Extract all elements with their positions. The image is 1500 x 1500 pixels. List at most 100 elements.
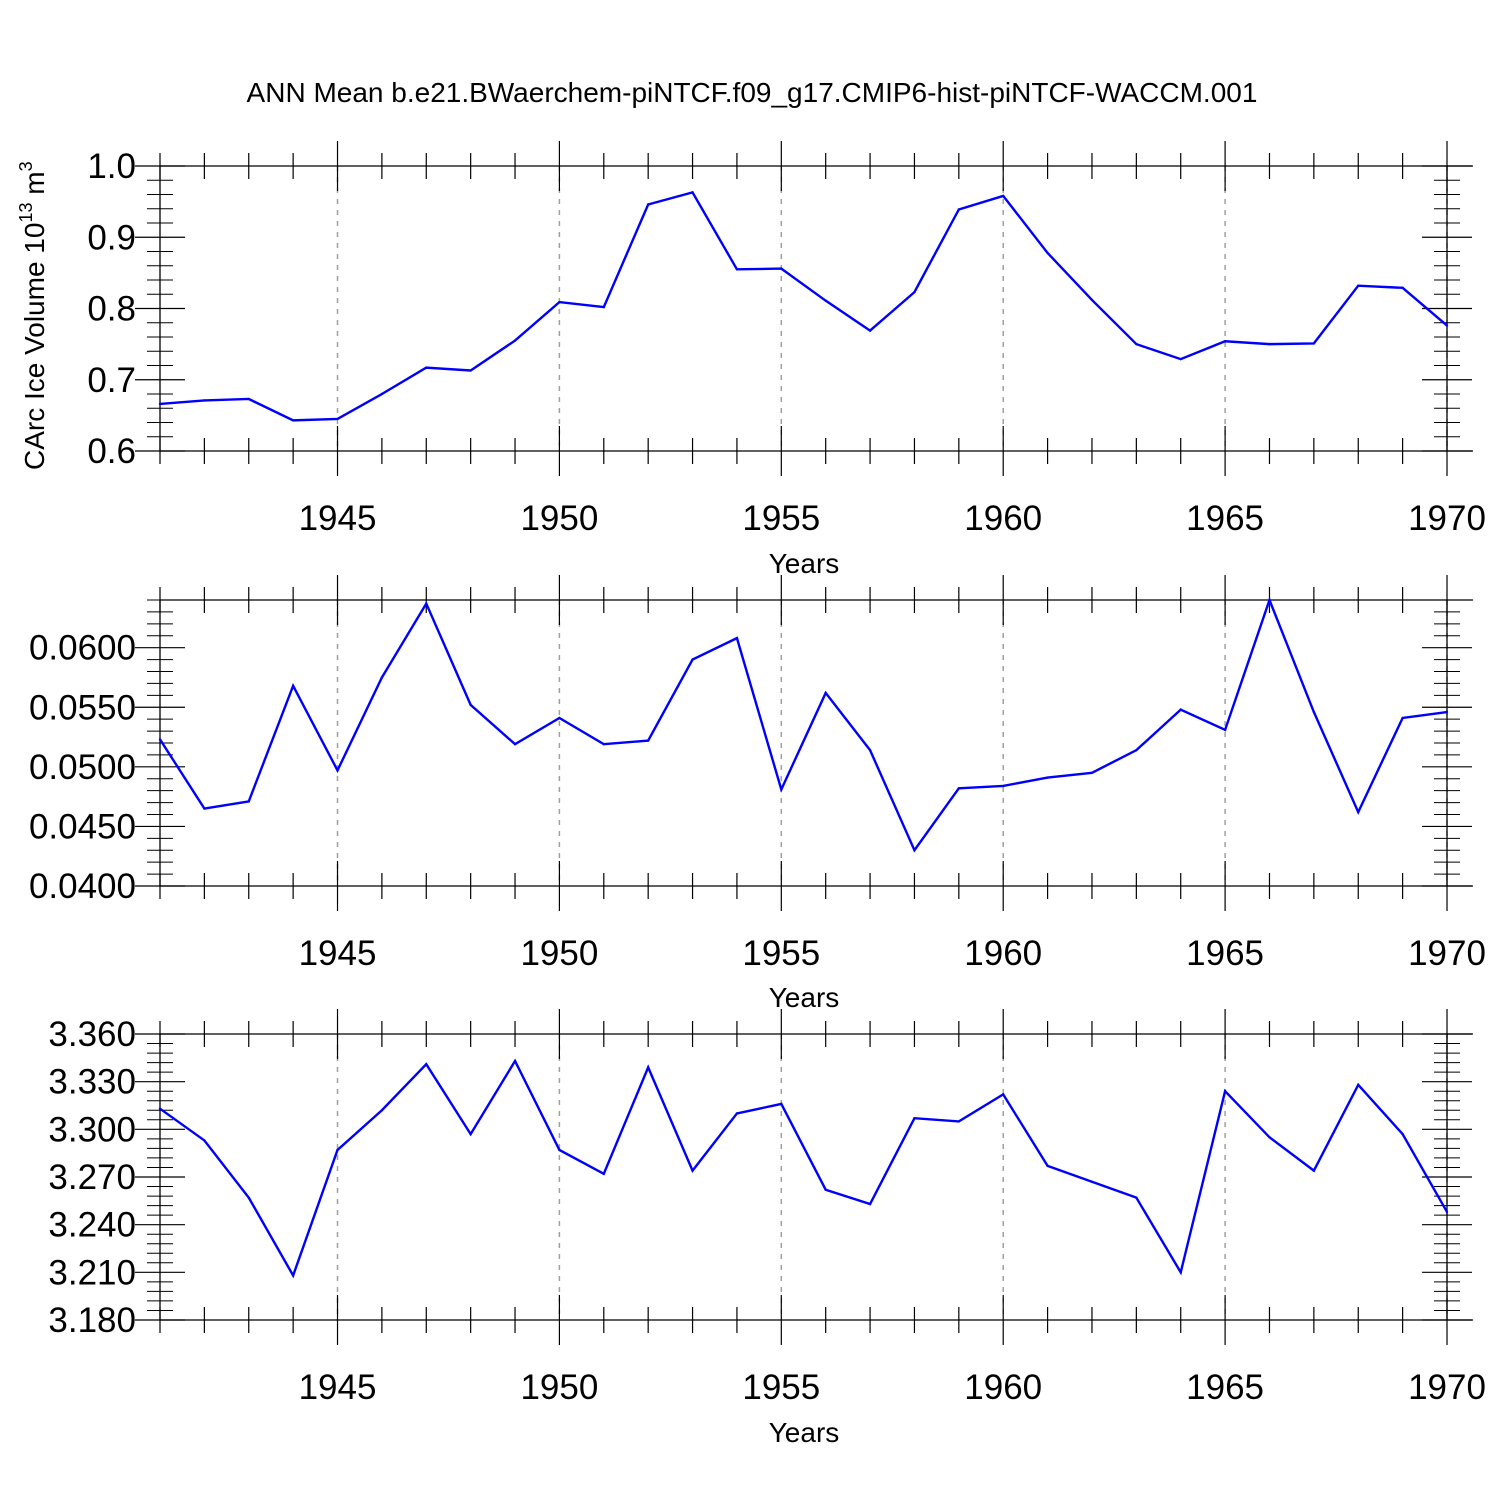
x-tick-label: 1950 (520, 1368, 598, 1407)
data-point (1223, 728, 1227, 732)
x-tick-label: 1950 (520, 934, 598, 973)
data-point (158, 738, 162, 741)
data-point (691, 658, 694, 661)
data-point (1445, 324, 1449, 327)
data-point (469, 703, 472, 707)
data-point (957, 787, 961, 790)
x-axis-label: Years (769, 548, 840, 579)
data-point (336, 1148, 339, 1152)
data-point (291, 684, 295, 687)
y-axis-label: CArc Ice Volume 1013 m3 (16, 161, 50, 470)
data-point (913, 849, 916, 852)
data-point (957, 208, 961, 211)
data-point (291, 1274, 295, 1277)
data-point (780, 267, 783, 270)
x-tick-label: 1945 (299, 499, 377, 538)
x-tick-label: 1960 (964, 499, 1042, 538)
data-point (1002, 1093, 1005, 1096)
data-point (1268, 1136, 1271, 1139)
data-point (1445, 710, 1449, 714)
x-tick-label: 1945 (299, 1368, 377, 1407)
data-point (780, 788, 783, 791)
x-tick-label: 1965 (1186, 934, 1264, 973)
data-point (158, 1107, 162, 1110)
data-point (1401, 716, 1404, 720)
y-tick-label: 0.0400 (29, 867, 136, 906)
data-point (1090, 298, 1094, 302)
y-tick-label: 3.330 (48, 1063, 136, 1102)
y-tick-label: 3.270 (48, 1158, 136, 1197)
data-point (1268, 598, 1271, 602)
data-point (380, 392, 384, 396)
x-tick-label: 1970 (1408, 934, 1486, 973)
data-point (868, 1202, 872, 1206)
x-tick-label: 1955 (742, 499, 820, 538)
data-point (868, 748, 872, 752)
x-tick-label: 1955 (742, 934, 820, 973)
data-point (780, 1102, 783, 1106)
data-point (691, 191, 694, 194)
data-point (1401, 286, 1404, 290)
panel-3: 1945 1950 1955 1960 1965 1970 Years 3.180 3.210 3… (48, 1009, 1486, 1448)
data-point (1357, 284, 1360, 287)
data-point (735, 636, 739, 640)
x-tick-label: 1965 (1186, 499, 1264, 538)
data-point (735, 1112, 739, 1115)
data-point (158, 402, 162, 406)
data-point (1135, 1196, 1138, 1199)
data-point (203, 1139, 206, 1142)
data-point (1357, 810, 1360, 814)
data-point (1445, 1210, 1449, 1214)
x-tick-label: 1945 (299, 934, 377, 973)
data-point (380, 676, 384, 679)
data-point (1179, 1271, 1182, 1274)
data-point (1090, 1180, 1094, 1183)
data-point (203, 399, 206, 402)
data-point (1090, 771, 1094, 774)
y-tick-label: 0.6 (87, 432, 136, 471)
data-point (913, 1117, 916, 1120)
data-point (1357, 1083, 1360, 1087)
data-point (1046, 251, 1049, 255)
data-point (1179, 708, 1182, 711)
data-point (558, 1148, 561, 1152)
data-point (602, 742, 605, 746)
data-point (558, 716, 561, 720)
series-line-series-3 (159, 1058, 1449, 1279)
data-point (1046, 1164, 1049, 1168)
data-point (291, 419, 295, 422)
data-point (1135, 748, 1138, 752)
data-point (336, 769, 339, 772)
data-point (735, 268, 739, 271)
y-tick-label: 0.0500 (29, 748, 136, 787)
x-tick-label: 1965 (1186, 1368, 1264, 1407)
data-point (203, 807, 206, 810)
data-point (513, 339, 517, 342)
x-tick-label: 1960 (964, 1368, 1042, 1407)
panel-1: 1945 1950 1955 1960 1965 1970 Years 0.6 0.7 0.8 0.… (16, 141, 1486, 579)
data-point (646, 203, 650, 206)
data-point (1179, 357, 1182, 361)
data-point (1268, 342, 1271, 346)
y-tick-label: 3.360 (48, 1015, 136, 1054)
data-point (646, 1066, 650, 1069)
data-point (247, 1196, 250, 1199)
data-point (1312, 710, 1316, 714)
data-point (425, 602, 428, 605)
data-point (1046, 776, 1049, 779)
chart-title: ANN Mean b.e21.BWaerchem-piNTCF.f09_g17.… (247, 77, 1258, 108)
data-point (336, 417, 339, 421)
data-point (957, 1120, 961, 1123)
y-tick-label: 1.0 (87, 147, 136, 186)
y-tick-label: 0.0600 (29, 629, 136, 668)
data-point (602, 1172, 605, 1176)
data-point (1223, 340, 1227, 343)
data-point (868, 329, 872, 332)
data-point (1401, 1132, 1404, 1136)
y-tick-label: 0.9 (87, 218, 136, 257)
data-point (1312, 1169, 1316, 1172)
x-axis-label: Years (769, 982, 840, 1013)
x-tick-label: 1970 (1408, 1368, 1486, 1407)
y-tick-label: 0.0550 (29, 688, 136, 727)
data-point (1312, 342, 1316, 345)
